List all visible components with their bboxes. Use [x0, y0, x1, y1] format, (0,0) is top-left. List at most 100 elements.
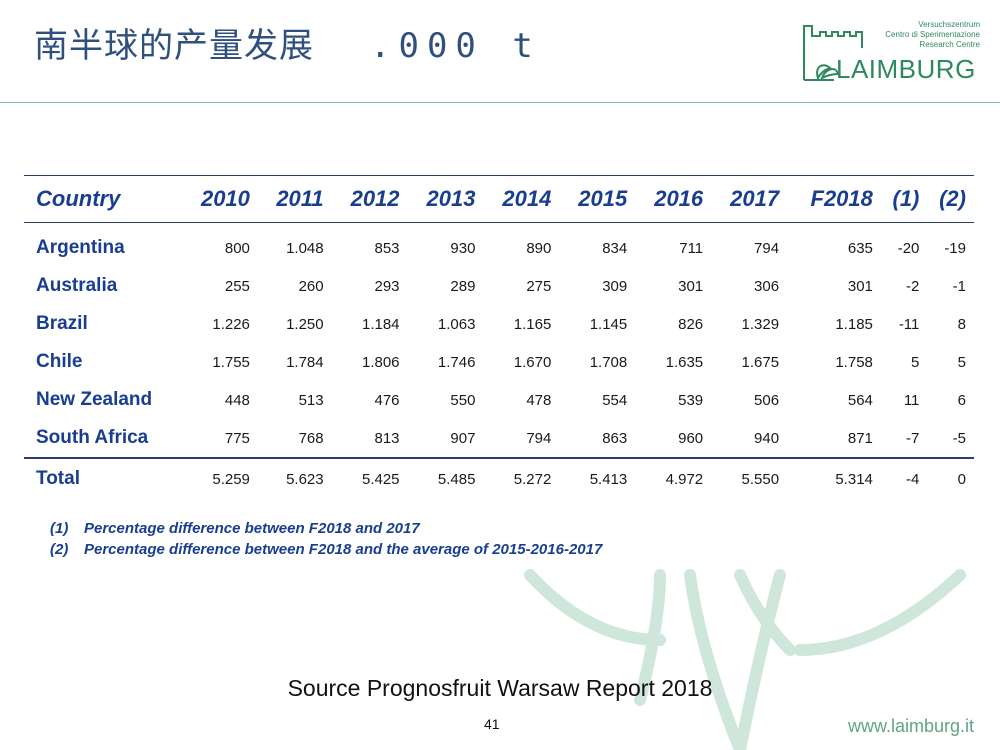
table-cell: 5.623 — [257, 457, 332, 499]
table-cell: 5.259 — [182, 457, 258, 499]
table-cell: 513 — [298, 391, 324, 409]
table-cell: 8 — [957, 315, 966, 333]
logo-tagline-1: Versuchszentrum — [918, 20, 980, 29]
table-cell: -2 — [906, 277, 920, 295]
country-cell: Australia — [36, 275, 118, 296]
header-divider — [0, 102, 1000, 103]
page-title: 南半球的产量发展 .000 t — [34, 18, 541, 67]
column-header: 2011 — [257, 175, 332, 223]
country-cell: South Africa — [36, 427, 149, 448]
table-cell: -19 — [944, 239, 966, 257]
table-cell: -7 — [906, 429, 920, 447]
table-cell: 478 — [526, 391, 552, 409]
column-header: 2010 — [182, 175, 258, 223]
table-cell: 448 — [224, 391, 250, 409]
table-cell: 930 — [450, 239, 476, 257]
total-row: Total 5.259 5.623 5.425 5.485 5.272 5.41… — [24, 457, 974, 499]
table-cell: 1.755 — [212, 353, 250, 371]
table-cell: 5.425 — [331, 457, 408, 499]
table-cell: 635 — [847, 239, 873, 257]
table-cell: 711 — [679, 239, 704, 257]
table-cell: 1.758 — [835, 353, 873, 371]
table-cell: 255 — [224, 277, 250, 295]
table-cell: 1.329 — [741, 315, 780, 333]
column-header: F2018 — [787, 175, 881, 223]
footnotes: (1) Percentage difference between F2018 a… — [50, 518, 602, 560]
table-cell: 6 — [957, 391, 966, 409]
country-cell: Chile — [36, 351, 83, 372]
table-row: Brazil 1.226 1.250 1.184 1.063 1.165 1.1… — [24, 305, 974, 343]
country-cell: Brazil — [36, 313, 88, 334]
table-cell: -20 — [897, 239, 920, 257]
table-row: Chile 1.755 1.784 1.806 1.746 1.670 1.70… — [24, 343, 974, 381]
table-cell: 306 — [754, 277, 780, 295]
table-cell: -1 — [952, 277, 966, 295]
column-header: 2015 — [559, 175, 636, 223]
column-header: 2016 — [635, 175, 712, 223]
footnote: (1) Percentage difference between F2018 a… — [50, 518, 602, 539]
table-row: New Zealand 448 513 476 550 478 554 539 … — [24, 381, 974, 419]
table-cell: 506 — [754, 391, 780, 409]
castle-leaf-icon — [803, 25, 863, 81]
table-row: Australia 255 260 293 289 275 309 301 30… — [24, 267, 974, 305]
production-table: Country 2010 2011 2012 2013 2014 2015 20… — [24, 175, 974, 499]
table-cell: 794 — [526, 429, 552, 447]
table-cell: 907 — [450, 429, 476, 447]
table-cell: 309 — [602, 277, 628, 295]
table-cell: 1.670 — [513, 353, 552, 371]
table-cell: 0 — [927, 457, 974, 499]
column-header: 2014 — [483, 175, 560, 223]
table-cell: 800 — [224, 239, 250, 257]
footnote-text: Percentage difference between F2018 and … — [84, 541, 603, 558]
column-header: (2) — [927, 175, 974, 223]
country-cell: Argentina — [36, 237, 125, 258]
table-cell: 1.675 — [741, 353, 780, 371]
table-cell: 768 — [298, 429, 324, 447]
table-cell: 834 — [602, 239, 628, 257]
table-cell: 4.972 — [635, 457, 712, 499]
table-row: South Africa 775 768 813 907 794 863 960… — [24, 419, 974, 458]
logo-tagline-2: Centro di Sperimentazione — [885, 30, 980, 39]
laimburg-logo: Versuchszentrum Centro di Sperimentazion… — [800, 20, 980, 84]
table-cell: 1.063 — [437, 315, 476, 333]
table-cell: 275 — [526, 277, 552, 295]
table-cell: 940 — [754, 429, 780, 447]
table-cell: 1.784 — [286, 353, 324, 371]
source-citation: Source Prognosfruit Warsaw Report 2018 — [287, 675, 713, 701]
table-cell: 550 — [450, 391, 476, 409]
table-cell: 289 — [450, 277, 476, 295]
table-cell: 1.048 — [286, 239, 324, 257]
table-cell: 301 — [678, 277, 704, 295]
table-cell: 1.708 — [589, 353, 628, 371]
table-cell: 1.145 — [589, 315, 628, 333]
table-cell: 1.635 — [665, 353, 704, 371]
table-cell: 1.165 — [513, 315, 552, 333]
country-cell: New Zealand — [36, 389, 153, 410]
total-label: Total — [24, 457, 182, 499]
title-unit: .000 t — [370, 26, 541, 66]
column-header: 2017 — [711, 175, 788, 223]
table-cell: 1.185 — [835, 315, 873, 333]
table-cell: 1.250 — [286, 315, 324, 333]
logo-wordmark: LAIMBURG — [836, 54, 976, 84]
website-link[interactable]: www.laimburg.it — [848, 716, 975, 736]
table-cell: 476 — [374, 391, 400, 409]
table-cell: 1.226 — [212, 315, 250, 333]
table-cell: -4 — [880, 457, 928, 499]
table-cell: 853 — [374, 239, 400, 257]
footnote-number: (1) — [50, 520, 69, 537]
table-cell: 794 — [754, 239, 780, 257]
table-cell: 826 — [678, 315, 704, 333]
table-cell: 301 — [847, 277, 873, 295]
table-cell: 564 — [847, 391, 873, 409]
column-header: (1) — [880, 175, 928, 223]
table-row: Argentina 800 1.048 853 930 890 834 711 … — [24, 223, 974, 268]
logo-tagline-3: Research Centre — [919, 40, 980, 49]
table-cell: 260 — [298, 277, 324, 295]
table-cell: 1.184 — [361, 315, 400, 333]
footnote-number: (2) — [50, 541, 69, 558]
table-cell: 5.272 — [483, 457, 560, 499]
table-cell: 890 — [526, 239, 552, 257]
table-cell: -11 — [898, 315, 920, 333]
footnote-text: Percentage difference between F2018 and … — [84, 520, 420, 537]
